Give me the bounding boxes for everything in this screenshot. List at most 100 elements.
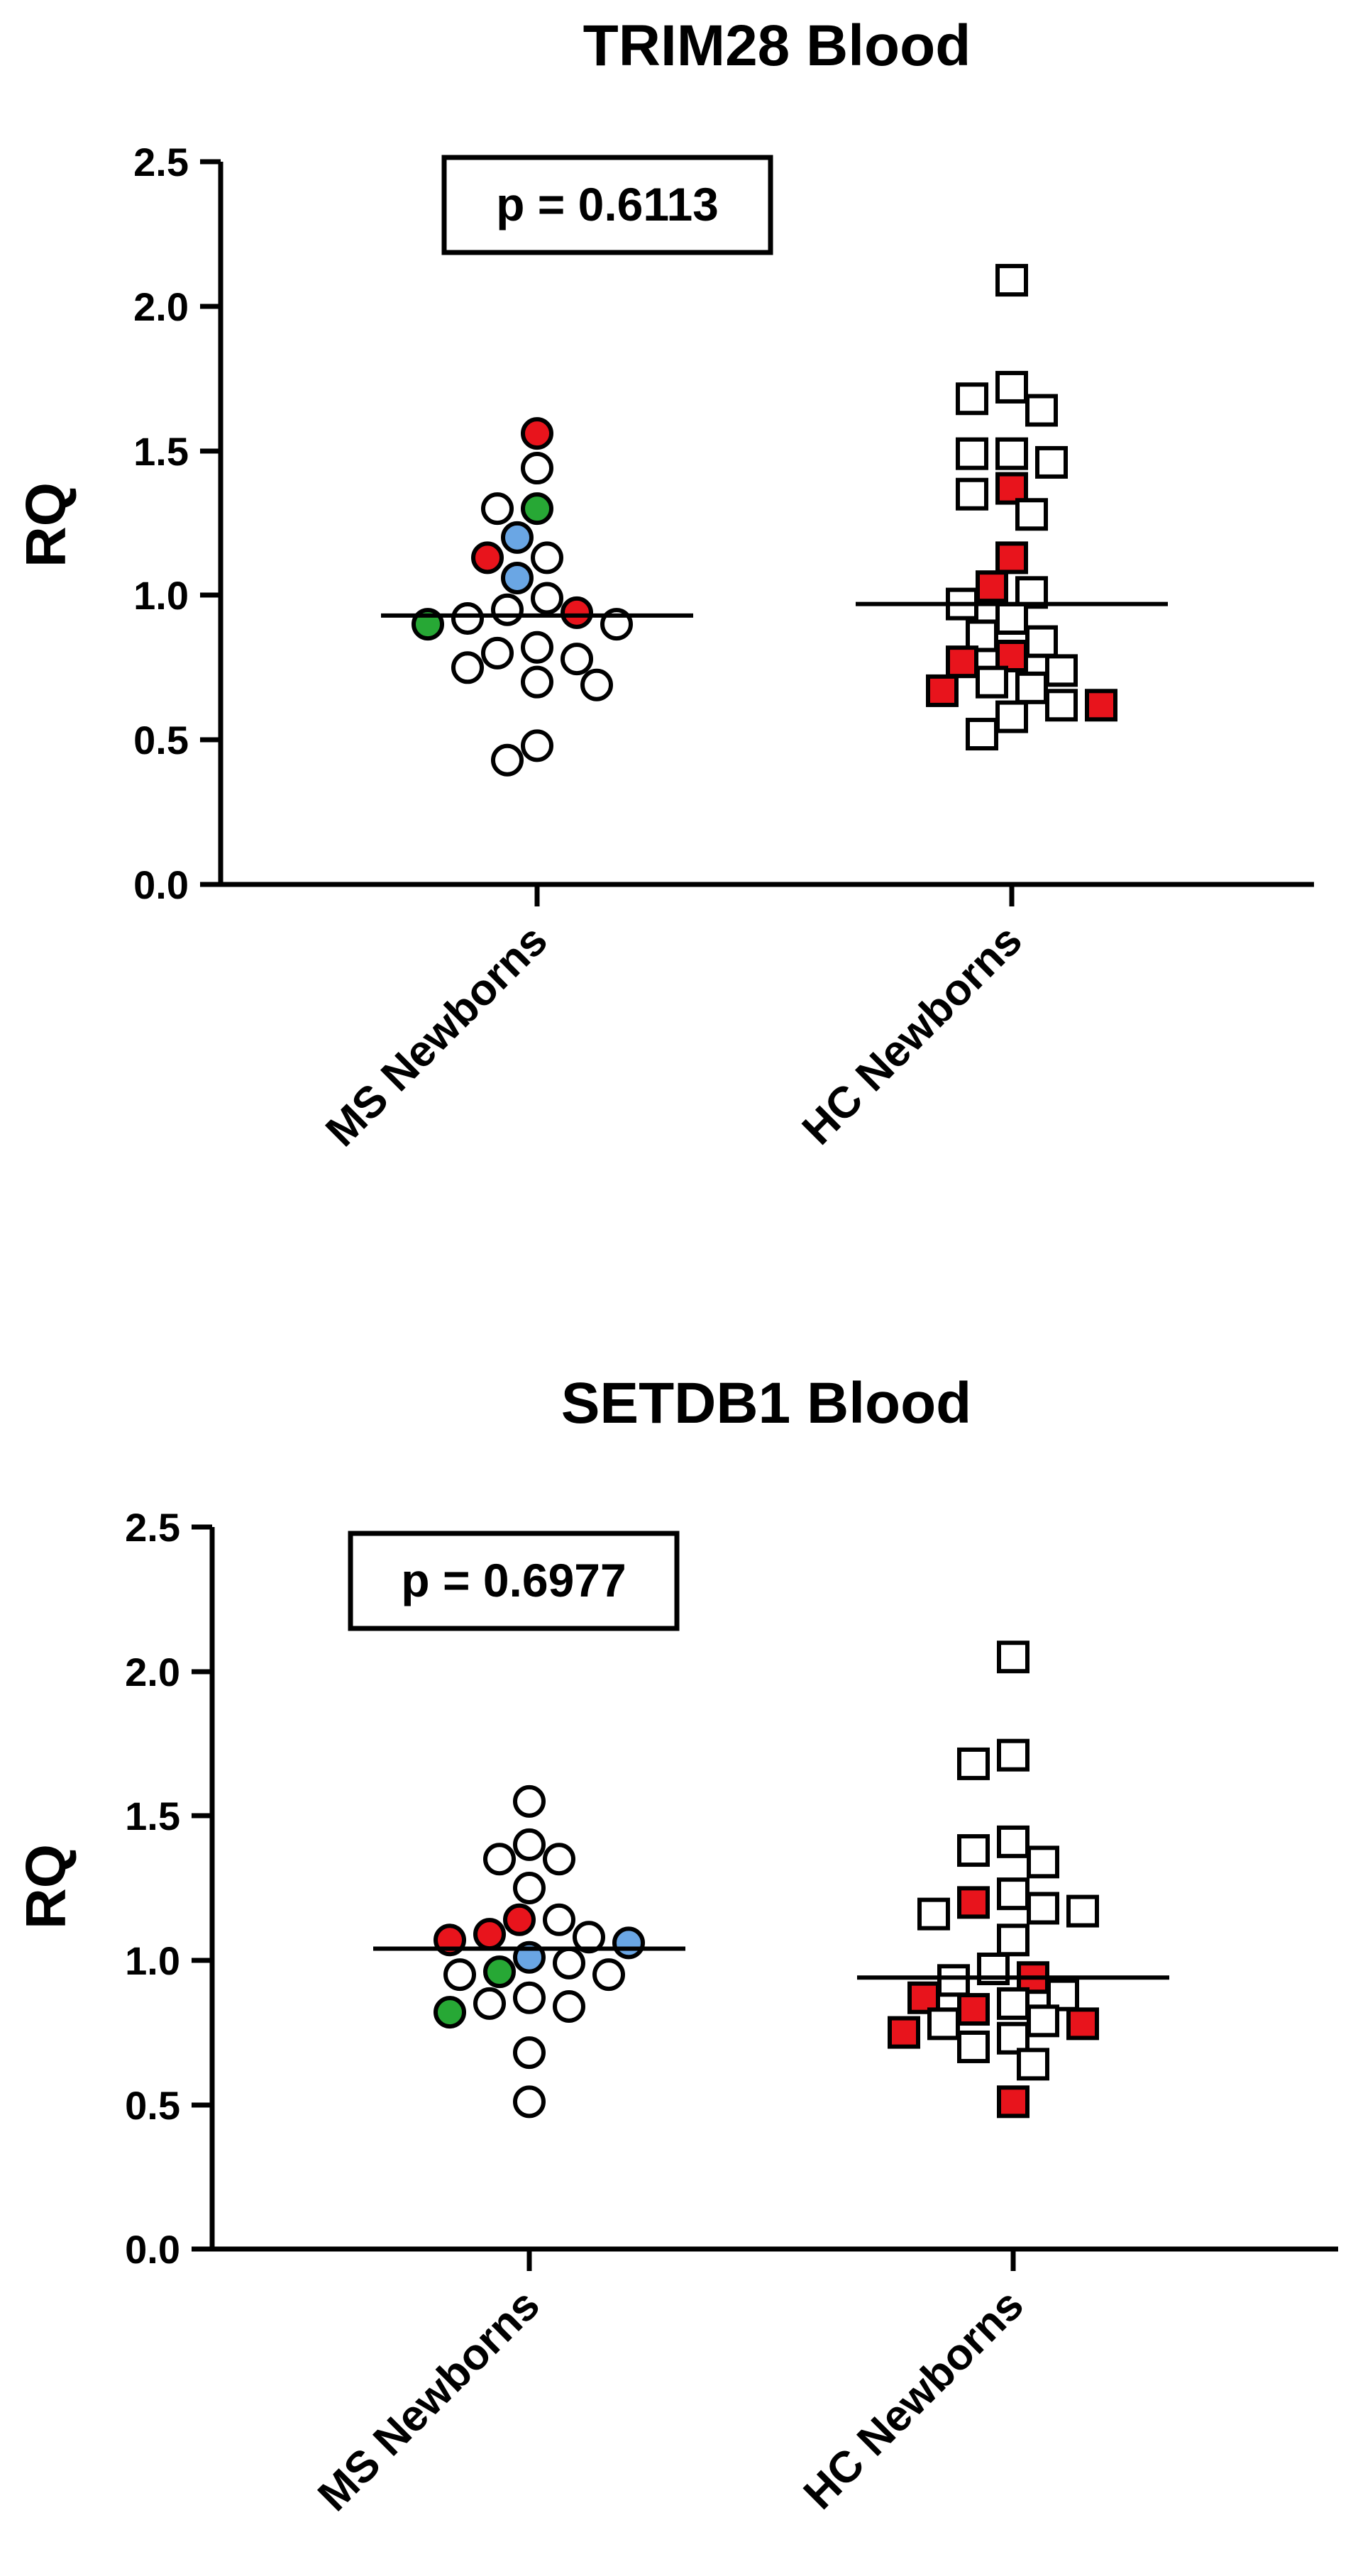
data-point-hc	[995, 264, 1028, 297]
data-point-ms	[592, 1958, 625, 1992]
data-point-hc	[976, 570, 1008, 604]
y-tick-label: 1.0	[125, 1938, 180, 1983]
data-point-ms	[513, 1828, 546, 1861]
data-point-hc	[956, 477, 988, 511]
data-point-ms	[481, 492, 514, 526]
data-point-ms	[531, 541, 563, 574]
chart-panel-trim28: TRIM28 Blood RQ 0.0 0.5 1.0 1.5 2.0 2.5 …	[14, 13, 1314, 1156]
x-tick-label-ms: MS Newborns	[316, 916, 557, 1156]
data-point-ms	[483, 1955, 516, 1989]
data-point-hc	[995, 541, 1028, 574]
p-value-text: p = 0.6977	[401, 1554, 626, 1606]
y-tick-label: 2.0	[125, 1650, 180, 1694]
data-point-hc	[1027, 2004, 1059, 2038]
chart-title: TRIM28 Blood	[583, 13, 971, 78]
data-point-hc	[917, 1897, 950, 1931]
p-value-text: p = 0.6113	[496, 178, 719, 231]
data-point-hc	[1015, 498, 1048, 531]
data-point-ms	[513, 2036, 546, 2070]
data-point-hc	[976, 665, 1008, 699]
data-point-hc	[1047, 1978, 1079, 2011]
data-point-ms	[521, 417, 553, 450]
data-point-ms	[473, 1987, 506, 2020]
y-tick-label: 0.0	[125, 2227, 180, 2272]
data-point-hc	[957, 1834, 990, 1867]
data-point-ms	[483, 1843, 516, 1876]
y-axis-label: RQ	[14, 482, 77, 567]
data-point-hc	[997, 1877, 1029, 1911]
data-point-hc	[1066, 2007, 1099, 2041]
data-point-hc	[926, 674, 959, 707]
data-point-ms	[473, 1918, 506, 1951]
data-point-hc	[957, 1993, 990, 2026]
y-axis-label: RQ	[14, 1844, 77, 1929]
data-point-ms	[543, 1843, 575, 1876]
data-point-ms	[612, 1926, 645, 1960]
data-point-hc	[927, 2007, 960, 2041]
data-point-hc	[997, 2021, 1029, 2055]
data-point-hc	[1017, 2048, 1049, 2081]
data-point-hc	[1027, 1892, 1059, 1925]
data-point-hc	[907, 1981, 940, 2014]
data-point-ms	[513, 2085, 546, 2119]
x-tick-label-hc: HC Newborns	[795, 2280, 1033, 2519]
data-point-ms	[481, 636, 514, 670]
data-point-ms	[491, 593, 524, 626]
data-point-ms	[491, 743, 524, 777]
data-point-ms	[501, 521, 534, 554]
data-point-hc	[1045, 689, 1078, 722]
data-point-hc	[1025, 625, 1058, 658]
y-tick-label: 1.0	[133, 573, 189, 618]
data-point-ms	[580, 668, 613, 701]
y-tick-label: 2.5	[133, 140, 189, 184]
data-point-hc	[1015, 671, 1048, 704]
y-tick-label: 0.5	[133, 718, 189, 762]
data-point-ms	[501, 561, 534, 594]
data-point-hc	[966, 718, 998, 751]
y-ticks	[192, 1524, 212, 2252]
data-point-ms	[513, 1981, 546, 2014]
data-point-ms	[521, 665, 553, 699]
data-point-hc	[997, 1825, 1029, 1858]
data-points	[412, 264, 1117, 777]
y-ticks	[200, 159, 221, 887]
data-point-hc	[957, 1886, 990, 1919]
p-value-box	[348, 1531, 680, 1631]
data-point-hc	[995, 437, 1028, 470]
y-tick-label: 2.5	[125, 1505, 180, 1550]
data-point-hc	[997, 1923, 1029, 1957]
data-point-ms	[471, 541, 504, 574]
data-point-hc	[956, 382, 988, 416]
data-point-ms	[521, 452, 553, 485]
data-point-ms	[573, 1921, 605, 1954]
data-point-hc	[946, 645, 978, 679]
x-tick-label-hc: HC Newborns	[793, 916, 1032, 1154]
data-point-ms	[543, 1903, 575, 1936]
p-value-box	[441, 155, 773, 255]
median-lines	[373, 1946, 1169, 1980]
data-point-hc	[1027, 1845, 1059, 1879]
data-point-ms	[451, 651, 484, 684]
chart-panel-setdb1: SETDB1 Blood RQ 0.0 0.5 1.0 1.5 2.0 2.5 …	[14, 1371, 1338, 2521]
data-points	[434, 1640, 1099, 2119]
y-tick-label: 2.0	[133, 284, 189, 329]
data-point-ms	[443, 1958, 476, 1992]
y-tick-label: 0.0	[133, 862, 189, 907]
data-point-ms	[521, 492, 553, 526]
data-point-ms	[521, 729, 553, 762]
data-point-ms	[561, 643, 593, 676]
y-tick-label: 0.5	[125, 2083, 180, 2128]
data-point-ms	[553, 1946, 585, 1980]
data-point-ms	[513, 1872, 546, 1904]
data-point-hc	[956, 437, 988, 470]
data-point-hc	[1085, 689, 1117, 722]
data-point-hc	[997, 1987, 1029, 2020]
y-tick-labels: 0.0 0.5 1.0 1.5 2.0 2.5	[133, 140, 189, 907]
y-tick-labels: 0.0 0.5 1.0 1.5 2.0 2.5	[125, 1505, 180, 2272]
x-tick-label-ms: MS Newborns	[309, 2280, 549, 2521]
data-point-hc	[1066, 1894, 1099, 1928]
data-point-ms	[434, 1996, 466, 2029]
data-point-ms	[521, 631, 553, 664]
y-tick-label: 1.5	[133, 429, 189, 474]
